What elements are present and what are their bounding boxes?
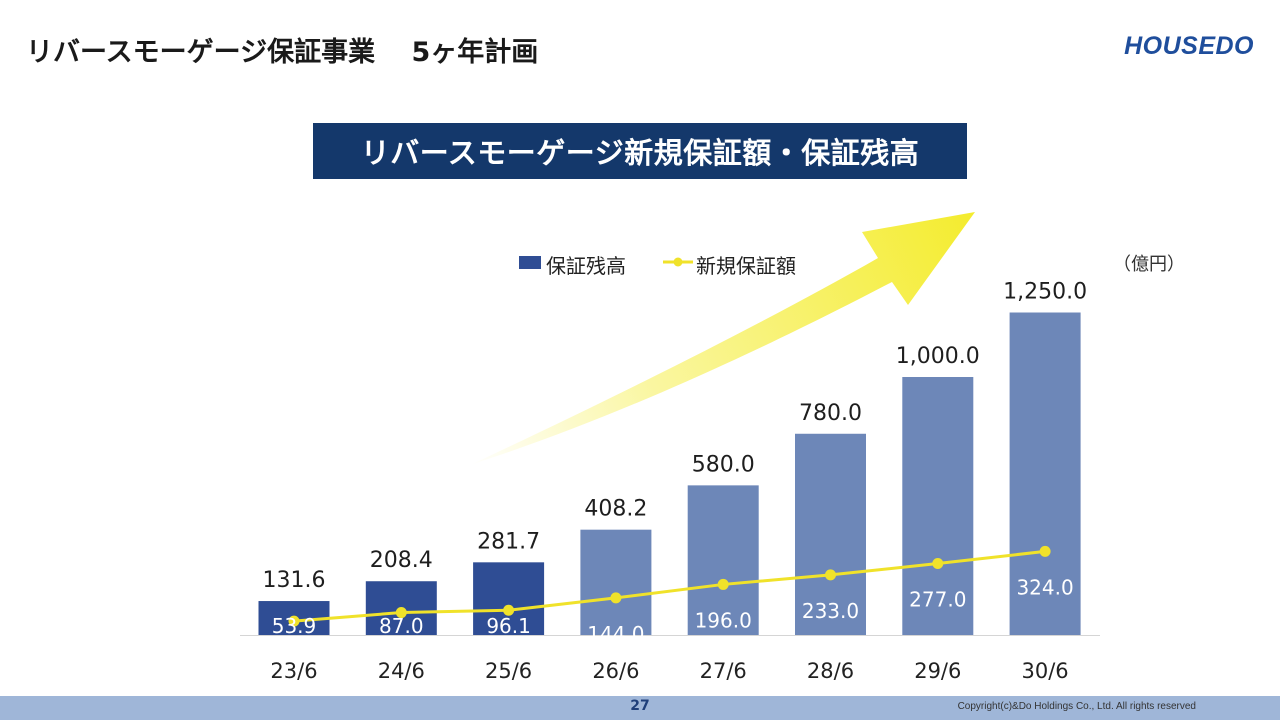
line-point-new-guarantee xyxy=(1039,545,1051,557)
bar-value-label: 580.0 xyxy=(692,452,755,477)
x-tick-label: 28/6 xyxy=(807,659,854,683)
legend-swatch-balance xyxy=(519,256,541,269)
x-tick-label: 27/6 xyxy=(700,659,747,683)
copyright-text: Copyright(c)&Do Holdings Co., Ltd. All r… xyxy=(957,701,1196,712)
bar-guarantee-balance xyxy=(1009,312,1081,635)
line-value-label: 324.0 xyxy=(1016,575,1073,599)
line-value-label: 277.0 xyxy=(909,588,966,612)
line-point-new-guarantee xyxy=(932,558,944,570)
line-point-new-guarantee xyxy=(288,615,300,627)
bar-guarantee-balance xyxy=(687,485,759,635)
legend-marker-line xyxy=(673,257,683,267)
bar-value-label: 408.2 xyxy=(584,497,647,522)
bar-value-label: 281.7 xyxy=(477,529,540,554)
unit-label: （億円） xyxy=(1113,254,1185,275)
line-value-label: 96.1 xyxy=(486,614,531,638)
bar-value-label: 1,000.0 xyxy=(896,344,980,369)
line-value-label: 87.0 xyxy=(379,614,424,638)
x-tick-label: 30/6 xyxy=(1022,659,1069,683)
x-tick-label: 23/6 xyxy=(270,659,317,683)
line-value-label: 144.0 xyxy=(587,622,644,646)
page-title: リバースモーゲージ保証事業 5ヶ年計画 xyxy=(26,37,539,68)
line-point-new-guarantee xyxy=(395,607,407,619)
line-point-new-guarantee xyxy=(825,569,836,581)
guarantee-chart: 131.6 208.4 281.7 408.2 580.0 780.0 1,000.0 1,2… xyxy=(240,212,1185,683)
bar-value-label: 131.6 xyxy=(263,568,326,593)
growth-arrow xyxy=(470,212,975,465)
x-tick-label: 24/6 xyxy=(378,659,425,683)
bar-guarantee-balance xyxy=(580,529,652,635)
line-new-guarantees xyxy=(293,549,1046,623)
x-tick-label: 29/6 xyxy=(914,659,961,683)
line-value-label: 196.0 xyxy=(695,608,752,632)
line-value-label: 233.0 xyxy=(802,599,859,623)
line-value-label: 53.9 xyxy=(272,614,317,638)
line-point-new-guarantee xyxy=(717,578,729,590)
page-number: 27 xyxy=(630,698,650,714)
bar-guarantee-balance xyxy=(473,562,545,635)
bar-guarantee-balance xyxy=(902,377,974,635)
legend-label-new-guarantees: 新規保証額 xyxy=(696,254,796,278)
bar-guarantee-balance xyxy=(795,433,866,635)
line-point-new-guarantee xyxy=(610,592,622,604)
x-tick-label: 26/6 xyxy=(592,659,639,683)
bar-value-label: 780.0 xyxy=(799,401,862,426)
footer-bar: 27 Copyright(c)&Do Holdings Co., Ltd. Al… xyxy=(0,696,1280,720)
bar-value-label: 208.4 xyxy=(370,548,433,573)
line-point-new-guarantee xyxy=(503,604,515,616)
chart-banner-title: リバースモーゲージ新規保証額・保証残高 xyxy=(313,123,967,179)
bar-value-label: 1,250.0 xyxy=(1003,280,1087,305)
company-logo: HOUSEDO xyxy=(1124,32,1254,60)
legend-label-balance: 保証残高 xyxy=(546,254,626,278)
x-tick-label: 25/6 xyxy=(485,659,532,683)
